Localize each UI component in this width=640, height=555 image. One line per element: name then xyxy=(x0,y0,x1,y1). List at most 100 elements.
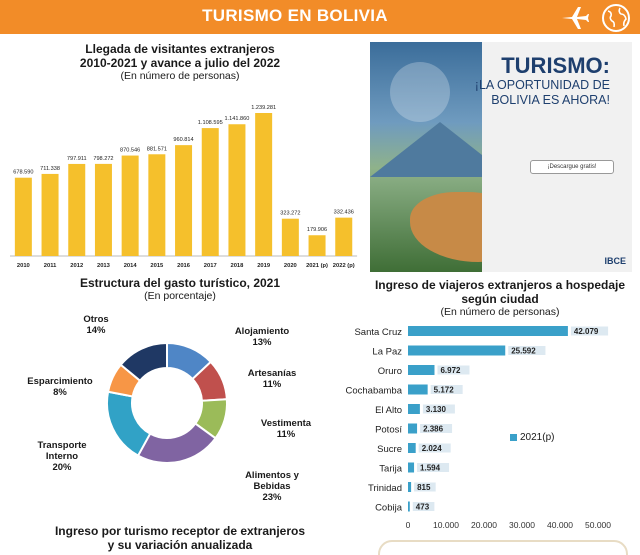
promo-banner: TURISMO: ¡LA OPORTUNIDAD DE BOLIVIA ES A… xyxy=(370,42,632,272)
city-x-tick: 20.000 xyxy=(471,520,497,530)
visitors-bar xyxy=(94,163,112,256)
donut-slice-label: Otros 14% xyxy=(56,314,136,336)
visitors-tick-label: 2012 xyxy=(70,263,83,269)
city-bar-value: 42.079 xyxy=(574,327,599,336)
city-bar xyxy=(408,501,410,512)
visitors-tick-label: 2019 xyxy=(257,263,271,269)
visitors-tick-label: 2021 (p) xyxy=(306,263,328,269)
donut-slice-value: 20% xyxy=(52,462,72,473)
donut-slice xyxy=(136,422,217,464)
city-x-tick: 40.000 xyxy=(547,520,573,530)
city-bar xyxy=(408,384,428,395)
city-bar xyxy=(408,423,418,434)
city-bar xyxy=(408,365,435,375)
donut-slice-value: 23% xyxy=(262,492,282,503)
donut-slice-value: 11% xyxy=(276,429,296,440)
donut-slice-label: Vestimenta 11% xyxy=(246,418,326,440)
city-value-bg xyxy=(570,326,609,336)
visitors-bar xyxy=(41,173,59,256)
city-label: Cochabamba xyxy=(345,386,402,397)
spending-chart-titles: Estructura del gasto turístico, 2021 (En… xyxy=(0,276,360,303)
visitors-bar xyxy=(281,218,299,256)
visitors-bar xyxy=(201,128,219,256)
city-value-bg xyxy=(414,482,436,492)
visitors-chart-note: (En número de personas) xyxy=(120,70,240,82)
visitors-bar-value: 870.546 xyxy=(120,148,140,154)
visitors-tick-label: 2020 xyxy=(284,263,297,269)
visitors-bar xyxy=(121,155,139,256)
visitors-tick-label: 2022 (p) xyxy=(333,263,355,269)
city-value-bg xyxy=(508,346,546,355)
visitors-tick-label: 2014 xyxy=(124,263,138,269)
city-bar-value: 6.972 xyxy=(440,366,461,375)
city-bar xyxy=(408,443,416,453)
city-value-bg xyxy=(420,424,453,433)
visitors-bar xyxy=(14,177,32,256)
visitors-bar-value: 678.590 xyxy=(13,170,33,176)
visitors-tick-label: 2016 xyxy=(177,263,191,269)
donut-slice-name: Artesanías xyxy=(247,368,297,379)
download-button[interactable]: ¡Descargue gratis! xyxy=(530,160,614,174)
visitors-tick-label: 2015 xyxy=(150,263,164,269)
income-section-title: Ingreso por turismo receptor de extranje… xyxy=(20,524,340,552)
visitors-bar-value: 1.108.595 xyxy=(198,120,223,126)
city-chart-titles: Ingreso de viajeros extranjeros a hosped… xyxy=(360,278,640,319)
donut-slice-value: 8% xyxy=(53,387,67,398)
city-label: Potosí xyxy=(375,425,402,436)
donut-slice-value: 11% xyxy=(262,379,282,390)
visitors-bar xyxy=(228,124,246,256)
donut-slice-label: Esparcimiento 8% xyxy=(20,376,100,398)
city-bar-value: 25.592 xyxy=(511,347,536,356)
ibce-logo: IBCE xyxy=(604,256,626,266)
city-label: Trinidad xyxy=(368,483,402,494)
visitors-bar-value: 711.338 xyxy=(40,166,60,172)
spending-chart-note: (En porcentaje) xyxy=(144,290,216,302)
city-label: Tarija xyxy=(379,464,402,475)
donut-slice-label: Transporte Interno 20% xyxy=(22,440,102,473)
donut-slice xyxy=(106,390,152,457)
promo-text-panel xyxy=(482,42,632,272)
visitors-bar xyxy=(175,145,193,256)
city-bar-value: 2.024 xyxy=(422,444,443,453)
visitors-bar-value: 960.814 xyxy=(173,137,193,143)
city-bar xyxy=(408,482,412,492)
promo-subtitle-line1: ¡LA OPORTUNIDAD DE xyxy=(474,78,610,92)
city-x-tick: 50.000 xyxy=(585,520,611,530)
city-chart-note: (En número de personas) xyxy=(440,306,560,318)
income-title-line2: y su variación anualizada xyxy=(107,538,253,552)
visitors-bar xyxy=(255,113,273,256)
city-chart-legend: 2021(p) xyxy=(510,432,554,443)
donut-slice-name: Vestimenta xyxy=(260,418,312,429)
city-label: Cobija xyxy=(375,503,403,514)
visitors-bar-value: 881.571 xyxy=(147,146,167,152)
income-title-line1: Ingreso por turismo receptor de extranje… xyxy=(54,524,306,538)
spending-chart-title: Estructura del gasto turístico, 2021 xyxy=(79,276,281,290)
city-label: Santa Cruz xyxy=(354,327,402,338)
city-bar xyxy=(408,345,506,356)
donut-slice-label: Artesanías 11% xyxy=(232,368,312,390)
visitors-tick-label: 2017 xyxy=(204,263,217,269)
donut-slice-value: 14% xyxy=(86,325,106,336)
city-x-tick: 0 xyxy=(406,520,411,530)
city-bar xyxy=(408,326,568,336)
donut-slice-name: Alimentos y Bebidas xyxy=(245,470,299,492)
page-title: TURISMO EN BOLIVIA xyxy=(202,6,388,25)
city-chart-title: Ingreso de viajeros extranjeros a hosped… xyxy=(374,278,626,306)
donut-slice-name: Otros xyxy=(83,314,109,325)
donut-slice-value: 13% xyxy=(252,337,272,348)
visitors-chart-title: Llegada de visitantes extranjeros xyxy=(85,42,275,56)
city-bar-value: 2.386 xyxy=(423,425,444,434)
city-label: Sucre xyxy=(377,444,402,455)
promo-title: TURISMO: xyxy=(501,53,610,78)
globe-icon xyxy=(602,4,630,32)
visitors-bar xyxy=(335,217,353,256)
city-bar-chart: Santa Cruz 42.079 La Paz 25.592 Oruro 6.972 Co… xyxy=(345,326,611,530)
city-bar-value: 5.172 xyxy=(434,386,455,395)
header-banner: TURISMO EN BOLIVIA xyxy=(0,0,640,34)
donut-slice-label: Alojamiento 13% xyxy=(222,326,302,348)
visitors-tick-label: 2011 xyxy=(44,263,57,269)
visitors-bar-value: 798.272 xyxy=(93,156,113,162)
legend-swatch xyxy=(510,433,517,441)
airplane-icon xyxy=(562,7,589,29)
donut-slice-name: Alojamiento xyxy=(234,326,290,337)
